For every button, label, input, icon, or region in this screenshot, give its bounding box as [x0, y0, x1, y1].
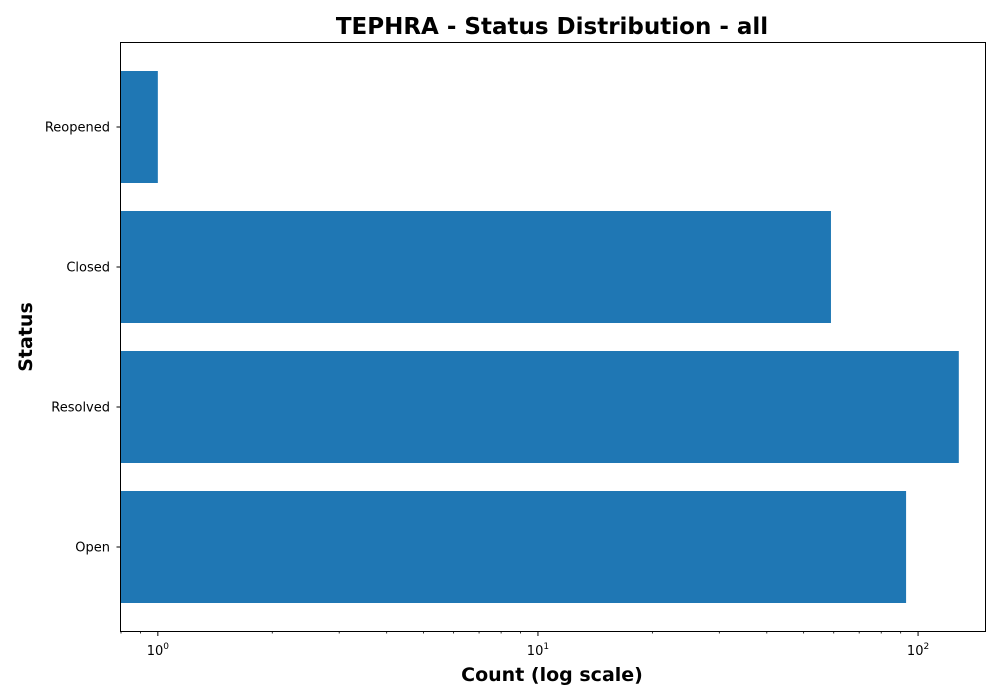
bar-resolved [121, 351, 959, 463]
bar-open [121, 491, 907, 603]
x-tick-label: 102 [907, 642, 929, 659]
x-axis-label: Count (log scale) [461, 664, 643, 686]
y-tick-label-reopened: Reopened [45, 121, 110, 136]
chart-title: TEPHRA - Status Distribution - all [336, 14, 768, 40]
y-axis-label: Status [15, 302, 37, 372]
x-tick-label: 101 [527, 642, 549, 659]
x-tick-label: 100 [147, 642, 170, 659]
y-tick-label-closed: Closed [66, 261, 110, 276]
y-tick-label-open: Open [75, 541, 110, 556]
bar-closed [121, 211, 831, 323]
y-tick-label-resolved: Resolved [51, 401, 110, 416]
bar-reopened [121, 71, 158, 183]
plot-area-frame [120, 42, 986, 632]
